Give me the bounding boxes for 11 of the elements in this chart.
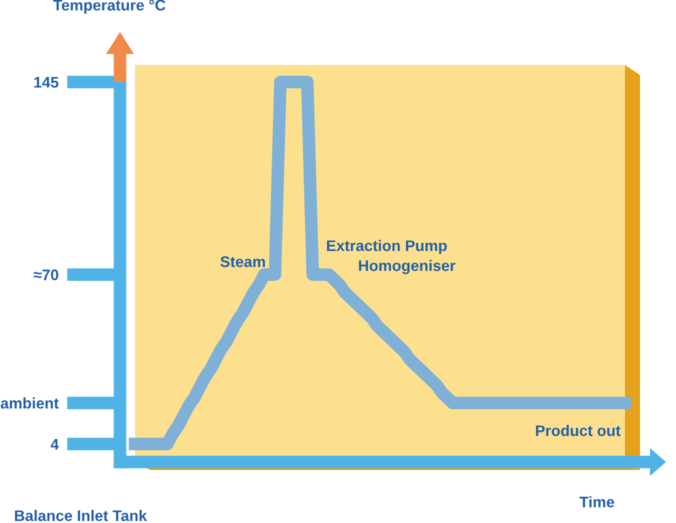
y-tick-label: ≈70: [34, 269, 58, 280]
annotation: Homogeniser: [359, 260, 456, 274]
x-axis-title: Time: [579, 496, 614, 508]
y-tick-label: 4: [50, 439, 59, 450]
annotation: Steam: [220, 256, 265, 268]
annotation: Extraction Pump: [327, 240, 447, 254]
y-tick-label: 145: [34, 77, 58, 88]
y-axis-title: Temperature °C: [53, 0, 166, 14]
text: Balance Inlet Tank: [15, 510, 148, 522]
y-tick-label: ambient: [0, 397, 59, 409]
annotation: Product out: [536, 424, 621, 436]
